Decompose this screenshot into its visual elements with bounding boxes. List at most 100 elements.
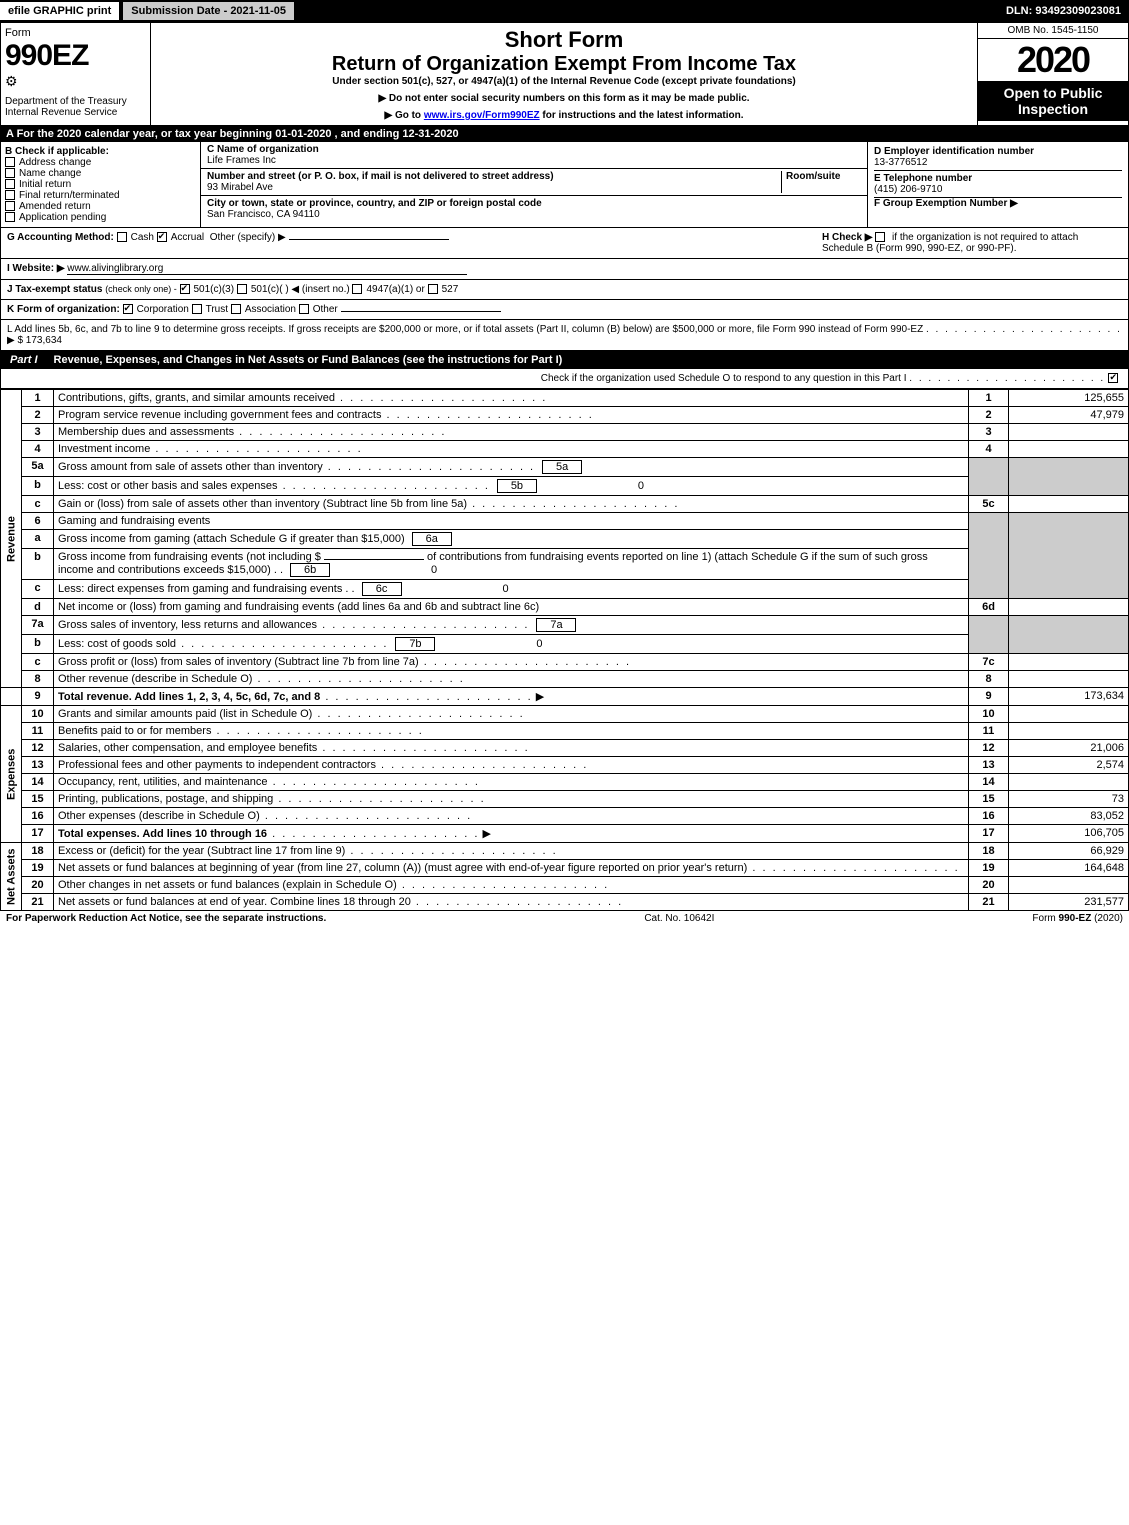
checkbox-association[interactable] — [231, 304, 241, 314]
street-label: Number and street (or P. O. box, if mail… — [207, 171, 554, 182]
table-row: 12Salaries, other compensation, and empl… — [1, 740, 1129, 757]
checkbox-amended-return[interactable]: Amended return — [5, 201, 196, 212]
line-l: L Add lines 5b, 6c, and 7b to line 9 to … — [0, 320, 1129, 351]
accounting-method-label: G Accounting Method: — [7, 232, 114, 243]
dln-number: DLN: 93492309023081 — [998, 2, 1129, 20]
line-i: I Website: ▶ www.alivinglibrary.org — [0, 259, 1129, 280]
table-row: bGross income from fundraising events (n… — [1, 549, 1129, 580]
expenses-side-label: Expenses — [1, 706, 22, 843]
table-row: 11Benefits paid to or for members11 — [1, 723, 1129, 740]
checkbox-name-change[interactable]: Name change — [5, 168, 196, 179]
checkbox-accrual[interactable] — [157, 232, 167, 242]
catalog-number: Cat. No. 10642I — [326, 913, 1032, 924]
netassets-side-label: Net Assets — [1, 843, 22, 911]
checkbox-4947[interactable] — [352, 284, 362, 294]
box-def: D Employer identification number 13-3776… — [868, 142, 1128, 227]
top-bar: efile GRAPHIC print Submission Date - 20… — [0, 0, 1129, 22]
meta-row: B Check if applicable: Address change Na… — [0, 142, 1129, 228]
checkbox-application-pending[interactable]: Application pending — [5, 212, 196, 223]
amount-3 — [1009, 424, 1129, 441]
phone-label: E Telephone number — [874, 173, 972, 184]
accounting-other-input[interactable] — [289, 239, 449, 240]
amount-13: 2,574 — [1009, 757, 1129, 774]
city-state-zip: San Francisco, CA 94110 — [207, 209, 320, 220]
checkbox-501c3[interactable] — [180, 284, 190, 294]
value-7b: 0 — [443, 638, 543, 650]
part-1-title: Revenue, Expenses, and Changes in Net As… — [48, 351, 569, 369]
efile-print-label[interactable]: efile GRAPHIC print — [0, 2, 119, 20]
header-center: Short Form Return of Organization Exempt… — [151, 23, 978, 125]
checkbox-other-org[interactable] — [299, 304, 309, 314]
ein-value: 13-3776512 — [874, 157, 927, 168]
paperwork-notice: For Paperwork Reduction Act Notice, see … — [6, 913, 326, 924]
line-j: J Tax-exempt status (check only one) - 5… — [0, 280, 1129, 300]
value-6b: 0 — [337, 564, 437, 576]
amount-2: 47,979 — [1009, 407, 1129, 424]
checkbox-final-return[interactable]: Final return/terminated — [5, 190, 196, 201]
contributions-input[interactable] — [324, 559, 424, 560]
irs-link[interactable]: www.irs.gov/Form990EZ — [424, 110, 540, 121]
checkbox-corporation[interactable] — [123, 304, 133, 314]
table-row: 6Gaming and fundraising events — [1, 513, 1129, 530]
form-number: 990EZ — [5, 39, 146, 73]
box-6c: 6c — [362, 582, 402, 596]
org-name: Life Frames Inc — [207, 155, 276, 166]
table-row: cLess: direct expenses from gaming and f… — [1, 580, 1129, 599]
table-row: 5aGross amount from sale of assets other… — [1, 458, 1129, 477]
table-row: 9Total revenue. Add lines 1, 2, 3, 4, 5c… — [1, 688, 1129, 706]
table-row: aGross income from gaming (attach Schedu… — [1, 530, 1129, 549]
box-6b: 6b — [290, 563, 330, 577]
checkbox-initial-return[interactable]: Initial return — [5, 179, 196, 190]
form-label: Form — [5, 27, 146, 39]
table-row: 14Occupancy, rent, utilities, and mainte… — [1, 774, 1129, 791]
subtitle: Under section 501(c), 527, or 4947(a)(1)… — [155, 76, 973, 87]
checkbox-address-change[interactable]: Address change — [5, 157, 196, 168]
phone-value: (415) 206-9710 — [874, 184, 942, 195]
accounting-other-label: Other (specify) ▶ — [210, 232, 286, 243]
checkbox-schedule-o[interactable] — [1108, 373, 1118, 383]
checkbox-527[interactable] — [428, 284, 438, 294]
checkbox-schedule-b[interactable] — [875, 232, 885, 242]
schedule-o-check-text: Check if the organization used Schedule … — [541, 373, 907, 384]
submission-date: Submission Date - 2021-11-05 — [123, 2, 294, 20]
instructions-link[interactable]: ▶ Go to www.irs.gov/Form990EZ for instru… — [155, 110, 973, 121]
table-row: bLess: cost of goods sold 7b 0 — [1, 635, 1129, 654]
tax-period-bar: A For the 2020 calendar year, or tax yea… — [0, 126, 1129, 142]
header-left: Form 990EZ ⚙ Department of the Treasury … — [1, 23, 151, 125]
table-row: 21Net assets or fund balances at end of … — [1, 894, 1129, 911]
line-k: K Form of organization: Corporation Trus… — [0, 300, 1129, 320]
checkbox-cash[interactable] — [117, 232, 127, 242]
main-title: Return of Organization Exempt From Incom… — [155, 53, 973, 76]
org-name-label: C Name of organization — [207, 144, 319, 155]
website-value[interactable]: www.alivinglibrary.org — [67, 263, 467, 275]
table-row: Expenses10Grants and similar amounts pai… — [1, 706, 1129, 723]
dots-leader — [926, 324, 1122, 335]
tax-exempt-label: J Tax-exempt status — [7, 284, 102, 295]
tax-year: 2020 — [978, 39, 1128, 81]
table-row: Net Assets18Excess or (deficit) for the … — [1, 843, 1129, 860]
value-5b: 0 — [544, 480, 644, 492]
page-footer: For Paperwork Reduction Act Notice, see … — [0, 911, 1129, 926]
checkbox-501c[interactable] — [237, 284, 247, 294]
other-org-input[interactable] — [341, 311, 501, 312]
box-7a: 7a — [536, 618, 576, 632]
line-l-amount: ▶ $ 173,634 — [7, 335, 62, 346]
box-6a: 6a — [412, 532, 452, 546]
room-label: Room/suite — [786, 171, 840, 182]
amount-12: 21,006 — [1009, 740, 1129, 757]
revenue-side-label: Revenue — [1, 390, 22, 688]
amount-21: 231,577 — [1009, 894, 1129, 911]
line-g-h: G Accounting Method: Cash Accrual Other … — [0, 228, 1129, 259]
tax-exempt-note: (check only one) - — [105, 284, 177, 294]
box-5b: 5b — [497, 479, 537, 493]
box-b: B Check if applicable: Address change Na… — [1, 142, 201, 227]
part-1-number: Part I — [0, 351, 48, 369]
table-row: dNet income or (loss) from gaming and fu… — [1, 599, 1129, 616]
amount-7c — [1009, 654, 1129, 671]
checkbox-trust[interactable] — [192, 304, 202, 314]
table-row: 20Other changes in net assets or fund ba… — [1, 877, 1129, 894]
table-row: 13Professional fees and other payments t… — [1, 757, 1129, 774]
treasury-seal-icon: ⚙ — [5, 73, 146, 90]
table-row: 19Net assets or fund balances at beginni… — [1, 860, 1129, 877]
table-row: 8Other revenue (describe in Schedule O)8 — [1, 671, 1129, 688]
